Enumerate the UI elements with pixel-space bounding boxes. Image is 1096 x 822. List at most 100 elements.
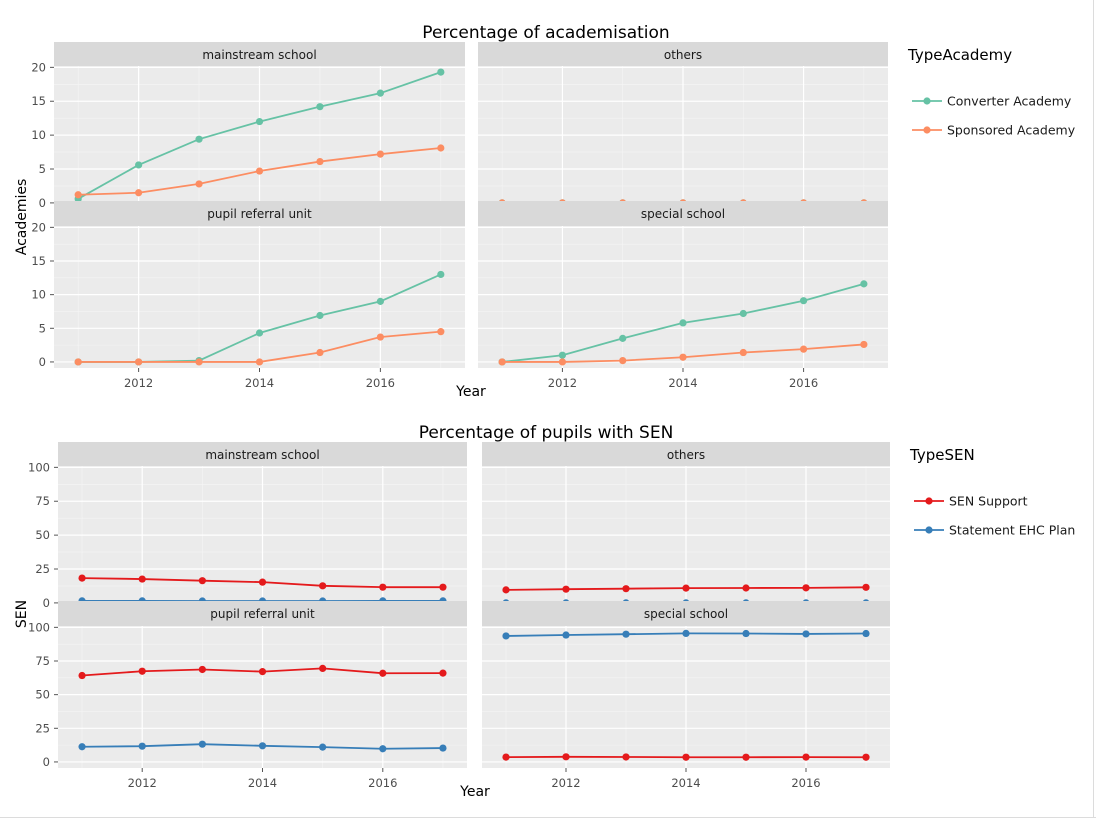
chart1-panel1-y-tick-label: 20 [31, 60, 46, 74]
chart2-panel1-sen-support-point [138, 575, 146, 583]
chart1-panel3-y-tick-label: 15 [31, 254, 46, 268]
chart1-panel4-converter-academy-point [619, 334, 627, 342]
chart2-panel4-sen-support-point [502, 753, 510, 761]
chart2-panel4-x-tick-label: 2014 [671, 776, 700, 790]
chart2-panel2-strip-label: others [667, 448, 705, 462]
chart2-panel3-sen-support-point [319, 664, 327, 672]
chart1-y-axis-label: Academies [14, 179, 30, 256]
chart2-panel3-sen-support-point [258, 668, 267, 676]
chart1-panel3-x-tick-label: 2014 [245, 376, 274, 390]
chart2-panel2-sen-support-point [682, 584, 690, 592]
chart2-panel3-sen-support-point [439, 669, 447, 677]
chart2-panel4-sen-support-point [742, 753, 750, 761]
chart1-panel3-converter-academy-point [376, 297, 384, 305]
chart2-panel4-statement-ehc-plan-point [622, 630, 630, 638]
chart1-panel4-sponsored-academy-point [679, 353, 687, 361]
chart2-panel4-statement-ehc-plan-point [742, 629, 750, 638]
chart1-panel3-y-tick-label: 10 [31, 288, 46, 302]
chart2-panel1-sen-support-point [439, 583, 447, 591]
chart1-panel3-y-tick-label: 20 [31, 220, 46, 234]
chart1-panel1-converter-academy-point [376, 89, 384, 97]
chart1-panel3-sponsored-academy-point [437, 328, 445, 336]
chart2-panel4-strip [482, 601, 890, 626]
chart2-panel3-y-tick-label: 75 [35, 654, 50, 668]
chart2-panel2-sen-support-point [802, 584, 810, 592]
chart2-y-axis-label: SEN [14, 600, 30, 628]
chart1-legend-sponsored-academy-point [923, 126, 931, 134]
chart1-panel1-y-tick-label: 5 [39, 162, 46, 176]
chart1-legend-title: TypeAcademy [907, 46, 1012, 64]
chart2-panel3-sen-support-point [78, 671, 86, 680]
chart1-panel1-sponsored-academy-point [437, 144, 445, 152]
chart2-panel3-y-tick-label: 0 [43, 755, 50, 769]
chart1-panel4-strip [478, 201, 888, 226]
chart2-panel1-sen-support-point [258, 578, 267, 586]
chart2-panel4-statement-ehc-plan-point [502, 632, 510, 640]
chart1-panel3-y-tick-label: 0 [39, 355, 46, 369]
chart2-panel3-statement-ehc-plan-point [138, 742, 146, 750]
chart2-panel4-x-tick-label: 2012 [551, 776, 580, 790]
chart1-panel1-y-tick-label: 0 [39, 196, 46, 210]
chart2-panel4-statement-ehc-plan-point [802, 630, 810, 638]
chart1-panel1-sponsored-academy-point [195, 180, 203, 188]
chart1-panel3-converter-academy-point [316, 311, 324, 320]
chart1-panel4-x-tick-label: 2016 [789, 376, 818, 390]
chart1-panel1-sponsored-academy-point [255, 167, 264, 175]
chart2-legend-sen-support-label: SEN Support [949, 494, 1028, 509]
chart2-panel3-strip [58, 601, 467, 626]
chart2-panel1-y-tick-label: 100 [28, 460, 50, 474]
chart1-panel3-x-tick-label: 2016 [366, 376, 395, 390]
chart2-panel1-sen-support-point [198, 577, 206, 585]
chart1-panel2-strip-label: others [664, 48, 702, 62]
chart1-panel1-converter-academy-point [316, 103, 324, 111]
chart1-legend-converter-academy-label: Converter Academy [947, 94, 1072, 109]
chart2-title: Percentage of pupils with SEN [419, 423, 674, 443]
chart1-panel4-converter-academy-point [799, 297, 808, 305]
chart1-panel1-strip-label: mainstream school [202, 48, 316, 62]
chart2-legend-sen-support-point [925, 497, 933, 505]
chart2-panel3-x-tick-label: 2014 [248, 776, 277, 790]
chart2-panel3-statement-ehc-plan-point [198, 740, 206, 748]
chart2-panel2-strip [482, 442, 890, 466]
chart2-panel4-x-tick-label: 2016 [791, 776, 820, 790]
chart2-panel3-x-tick-label: 2016 [368, 776, 397, 790]
chart1-panel3-strip [54, 201, 465, 226]
chart2-panel3-strip-label: pupil referral unit [210, 607, 315, 621]
chart1-x-axis-label: Year [455, 384, 486, 400]
chart1-legend-sponsored-academy-label: Sponsored Academy [947, 123, 1076, 138]
chart1-panel4-sponsored-academy-point [619, 356, 627, 365]
chart2-panel3-y-tick-label: 100 [28, 620, 50, 634]
chart1-panel1-converter-academy-point [135, 161, 143, 169]
chart1-panel4-strip-label: special school [641, 207, 725, 221]
chart2-panel3-statement-ehc-plan-point [379, 745, 387, 753]
chart1-panel1-converter-academy-point [255, 117, 264, 126]
chart2-panel3-y-tick-label: 50 [35, 688, 50, 702]
chart2-panel3-sen-support-point [138, 667, 146, 675]
chart1-panel1-y-tick-label: 10 [31, 128, 46, 142]
chart1-panel3-sponsored-academy-point [135, 358, 143, 366]
chart1-panel4-converter-academy-point [860, 280, 868, 288]
chart1-panel3-sponsored-academy-point [195, 358, 203, 366]
chart2-panel3-statement-ehc-plan-point [258, 742, 267, 750]
chart1-panel3-strip-label: pupil referral unit [207, 207, 312, 221]
chart1-panel1-converter-academy-point [437, 68, 445, 76]
chart2-panel1-y-tick-label: 25 [35, 562, 50, 576]
chart1-legend-converter-academy-point [923, 97, 931, 105]
chart1-title: Percentage of academisation [422, 23, 669, 43]
chart2-panel4-sen-support-point [682, 753, 690, 761]
chart1-panel4-sponsored-academy-point [739, 348, 747, 357]
chart2-panel2-sen-support-point [562, 585, 570, 593]
chart2-panel1-y-tick-label: 50 [35, 528, 50, 542]
chart2-panel3-sen-support-point [198, 665, 206, 674]
chart2-panel1-y-tick-label: 75 [35, 494, 50, 508]
chart2-panel1-sen-support-point [78, 574, 86, 582]
chart1-panel4-x-tick-label: 2014 [668, 376, 697, 390]
right-border [1093, 0, 1094, 818]
chart2-panel3-y-tick-label: 25 [35, 721, 50, 735]
chart1-panel4-sponsored-academy-point [799, 345, 808, 353]
chart2-panel3-statement-ehc-plan-point [78, 743, 86, 751]
chart1-panel4-sponsored-academy-point [860, 340, 868, 349]
chart2-legend-statement-ehc-plan-label: Statement EHC Plan [949, 523, 1075, 538]
